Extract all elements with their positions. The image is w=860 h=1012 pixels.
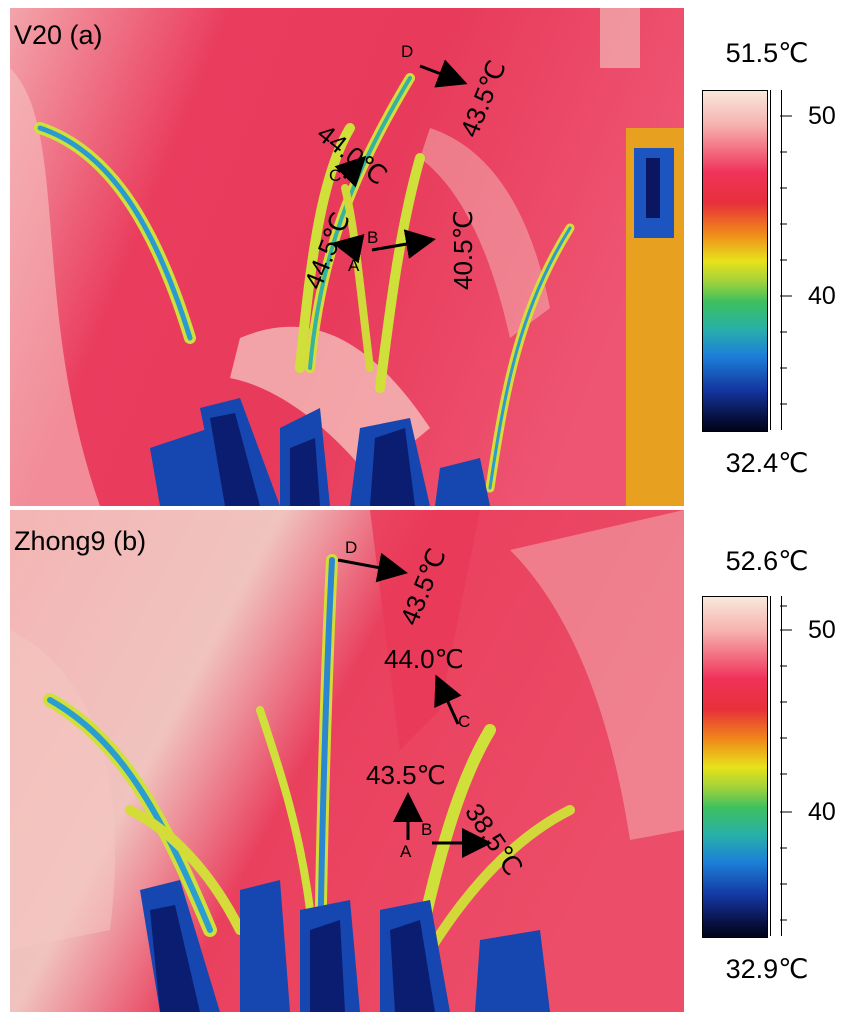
thermal-image-a — [10, 8, 684, 506]
scale-ruler-b — [770, 596, 782, 936]
point-label-d-b: D — [345, 538, 358, 557]
point-label-b-a: B — [367, 228, 379, 247]
color-scale-bar-a — [702, 90, 768, 432]
point-label-a-a: A — [348, 256, 360, 275]
tick-label-40-b: 40 — [808, 798, 836, 826]
tick-label-50-b: 50 — [808, 616, 836, 644]
scale-min-b: 32.9℃ — [725, 954, 809, 984]
panel-title-b: Zhong9 (b) — [14, 526, 147, 556]
scale-max-a: 51.5℃ — [725, 38, 809, 68]
thermal-image-b — [10, 510, 684, 1012]
thermal-panel-a: V20 (a) D C B A 43.5℃ 44.0℃ 44.5℃ 40.5℃ … — [10, 8, 836, 506]
tick-label-50-a: 50 — [808, 102, 836, 130]
temp-label-c-b: 44.0℃ — [384, 644, 464, 674]
point-label-c-b: C — [458, 712, 471, 731]
point-label-a-b: A — [400, 842, 412, 861]
point-label-d-a: D — [401, 42, 414, 61]
tick-label-40-a: 40 — [808, 282, 836, 310]
temp-label-b-a: 40.5℃ — [448, 210, 478, 290]
scale-min-a: 32.4℃ — [725, 448, 809, 478]
scale-ticks-a — [780, 115, 792, 405]
color-scale-bar-b — [702, 596, 768, 938]
scale-max-b: 52.6℃ — [725, 546, 809, 576]
point-label-b-b: B — [421, 820, 433, 839]
temp-label-a-b: 43.5℃ — [366, 760, 446, 790]
panel-title-a: V20 (a) — [14, 20, 103, 50]
thermal-panel-b: Zhong9 (b) D C B A 43.5℃ 44.0℃ 43.5℃ 38.… — [0, 506, 860, 1012]
scale-ticks-b — [780, 605, 792, 921]
point-label-c-a: C — [329, 166, 342, 185]
